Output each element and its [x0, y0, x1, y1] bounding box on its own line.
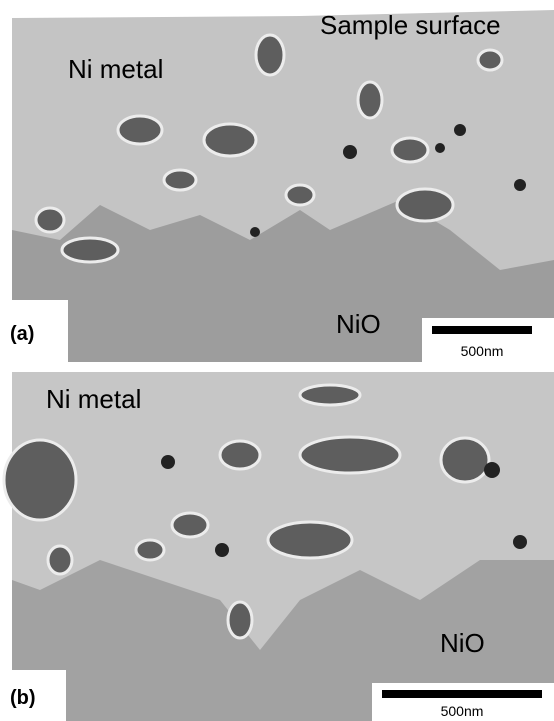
pore [268, 522, 352, 558]
annotation: NiO [336, 309, 381, 339]
pore [513, 535, 527, 549]
scale-bar [432, 326, 532, 334]
pore [164, 170, 196, 190]
panel-a: (a) Sample surface Ni metal NiO 500nm [0, 0, 554, 362]
pore [514, 179, 526, 191]
pore [4, 440, 76, 520]
annotation: Ni metal [68, 54, 163, 84]
figure: (a) Sample surface Ni metal NiO 500nm [0, 0, 554, 721]
pore [228, 602, 252, 638]
pore [220, 441, 260, 469]
pore [300, 437, 400, 473]
pore [48, 546, 72, 574]
panel-label: (a) [10, 323, 34, 345]
annotation: Ni metal [46, 384, 141, 414]
scale-label: 500nm [461, 343, 504, 359]
pore [435, 143, 445, 153]
pore [62, 238, 118, 262]
pore [358, 82, 382, 118]
page: (a) Sample surface Ni metal NiO 500nm [0, 0, 554, 721]
pore [136, 540, 164, 560]
panel-b: (b) Ni metal NiO 500nm [0, 372, 554, 721]
annotation: NiO [440, 628, 485, 658]
pore [392, 138, 428, 162]
panel-label: (b) [10, 687, 36, 709]
pore [286, 185, 314, 205]
scale-label: 500nm [441, 703, 484, 719]
pore [343, 145, 357, 159]
pore [478, 50, 502, 70]
pore [118, 116, 162, 144]
pore [250, 227, 260, 237]
annotation: Sample surface [320, 10, 501, 40]
pore [397, 189, 453, 221]
pore [204, 124, 256, 156]
pore [161, 455, 175, 469]
pore [256, 35, 284, 75]
pore [300, 385, 360, 405]
pore [454, 124, 466, 136]
pore [215, 543, 229, 557]
scale-bar [382, 690, 542, 698]
pore [484, 462, 500, 478]
pore [172, 513, 208, 537]
pore [36, 208, 64, 232]
pore [441, 438, 489, 482]
